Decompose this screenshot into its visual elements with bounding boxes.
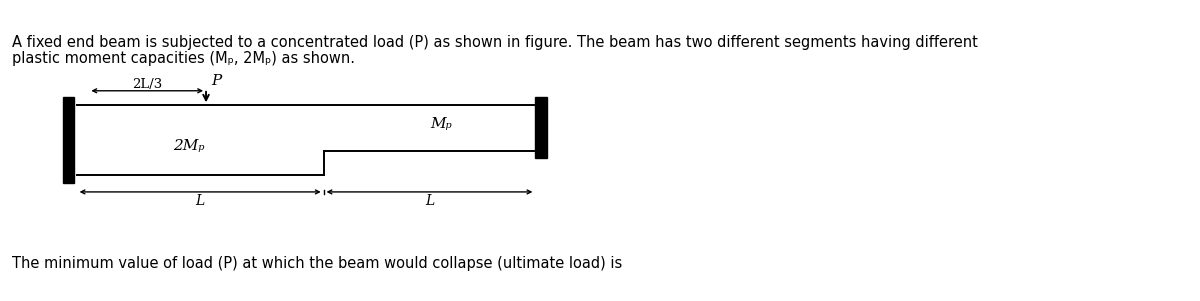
Text: 2Mₚ: 2Mₚ [173, 139, 204, 153]
Text: plastic moment capacities (Mₚ, 2Mₚ) as shown.: plastic moment capacities (Mₚ, 2Mₚ) as s… [12, 51, 355, 66]
Bar [62, 97, 74, 183]
Text: The minimum value of load (P) at which the beam would collapse (ultimate load) i: The minimum value of load (P) at which t… [12, 256, 623, 272]
Text: L: L [425, 194, 434, 208]
Text: Mₚ: Mₚ [431, 117, 452, 132]
Bar [535, 97, 547, 158]
Text: A fixed end beam is subjected to a concentrated load (P) as shown in figure. The: A fixed end beam is subjected to a conce… [12, 35, 978, 50]
Text: L: L [196, 194, 205, 208]
Text: P: P [211, 74, 221, 88]
Text: 2L/3: 2L/3 [132, 78, 162, 91]
